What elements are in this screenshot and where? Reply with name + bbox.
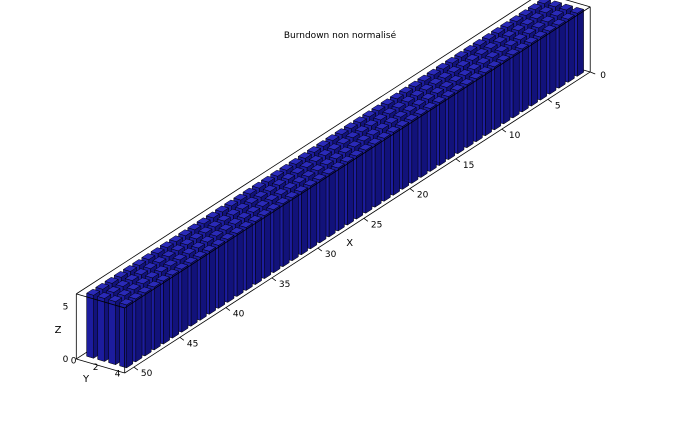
x-tick-mark <box>547 99 553 103</box>
x-tick-mark <box>455 158 461 163</box>
bar <box>119 298 134 369</box>
x-tick-mark <box>133 366 139 371</box>
x-tick-label: 45 <box>187 339 198 349</box>
x-tick-label: 50 <box>141 369 153 379</box>
x-axis-label: X <box>346 238 353 249</box>
box-edge <box>76 293 125 309</box>
x-tick-label: 5 <box>555 101 561 111</box>
x-tick-label: 30 <box>325 250 337 260</box>
bars <box>86 0 585 369</box>
z-tick-mark-right <box>590 71 596 75</box>
x-tick-mark <box>501 128 507 133</box>
z-tick-label-right: 0 <box>600 71 606 81</box>
box-edge <box>124 71 591 374</box>
y-tick-label: 2 <box>93 363 99 373</box>
x-tick-label: 15 <box>463 161 474 171</box>
x-tick-mark <box>363 218 369 222</box>
z-tick-label: 5 <box>63 303 69 313</box>
x-tick-mark <box>179 337 185 341</box>
x-tick-label: 25 <box>371 220 382 230</box>
box-edge <box>76 0 532 295</box>
x-tick-mark <box>271 277 277 282</box>
bar <box>367 137 382 208</box>
box-edge <box>565 0 591 8</box>
y-axis-label: Y <box>82 374 90 385</box>
x-tick-mark <box>317 247 323 252</box>
x-tick-label: 10 <box>509 131 521 141</box>
box-edge <box>124 6 591 309</box>
y-tick-label: 4 <box>115 369 121 379</box>
z-axis-label: Z <box>55 325 62 336</box>
x-tick-label: 20 <box>417 191 429 201</box>
x-tick-mark <box>409 188 415 192</box>
z-tick-label: 0 <box>63 355 69 365</box>
box-edge <box>76 358 125 374</box>
box-front-edges <box>76 6 591 374</box>
y-tick-label: 0 <box>71 357 77 367</box>
x-tick-label: 35 <box>279 280 290 290</box>
chart-title: Burndown non normalisé <box>283 31 397 41</box>
x-tick-mark <box>225 307 231 311</box>
x-tick-label: 40 <box>233 310 245 320</box>
